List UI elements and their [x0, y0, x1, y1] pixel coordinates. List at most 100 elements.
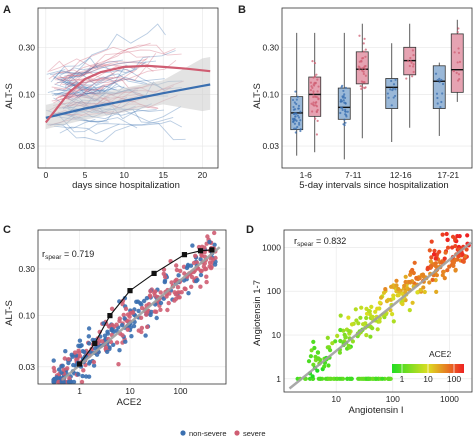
panel-c-xtick: 100 [173, 386, 187, 396]
panel-d-frame [283, 229, 473, 393]
scatter-point [315, 368, 320, 373]
box-jitter-point [358, 34, 361, 37]
scatter-point-severe [193, 253, 198, 258]
panel-d-ytick: 10 [272, 330, 282, 340]
scatter-point-severe [81, 368, 86, 373]
scatter-point-non-severe [51, 379, 57, 385]
box-jitter-point [409, 60, 412, 63]
scatter-point [407, 308, 412, 313]
scatter-point [460, 252, 465, 257]
scatter-point [308, 354, 313, 359]
scatter-point-severe [110, 322, 115, 328]
trajectory-line [59, 61, 147, 77]
box-jitter-point [312, 95, 315, 99]
scatter-point [389, 284, 394, 289]
box-jitter-point [317, 85, 320, 88]
binned-median-marker [92, 340, 98, 346]
colorbar-tick: 1 [400, 374, 405, 384]
trajectory-line [48, 49, 182, 80]
scatter-point-severe [72, 350, 78, 355]
box-jitter-point [456, 79, 460, 82]
scatter-point-non-severe [119, 323, 125, 328]
panel-c-ytick: 0.03 [18, 362, 35, 372]
scatter-point-severe [169, 280, 174, 285]
box-jitter-point [293, 101, 296, 104]
box-jitter-point [412, 63, 415, 66]
box-jitter-point [358, 68, 361, 71]
scatter-point [422, 289, 427, 295]
legend: non-severe severe [180, 429, 266, 438]
box-jitter-point [364, 55, 367, 58]
panel-a-xlabel: days since hospitalization [72, 180, 180, 191]
box-jitter-point [293, 122, 297, 125]
scatter-point-severe [139, 325, 145, 331]
scatter-point [447, 264, 452, 269]
trajectory-line [68, 81, 104, 91]
box-jitter-point [392, 83, 396, 86]
scatter-point [370, 314, 375, 319]
scatter-point [375, 327, 380, 332]
scatter-point [453, 257, 458, 262]
scatter-point [312, 345, 317, 351]
box-jitter-point [312, 101, 315, 104]
panel-a-ylabel: ALT-S [4, 83, 15, 109]
binned-median-marker [76, 361, 83, 367]
scatter-point-non-severe [76, 372, 81, 377]
scatter-point-non-severe [144, 296, 150, 301]
box-jitter-point [408, 64, 411, 68]
panel-a-ytick: 0.30 [18, 42, 35, 52]
trajectory-line [57, 52, 157, 97]
scatter-point-non-severe [143, 333, 148, 338]
scatter-point-severe [202, 245, 207, 250]
scatter-point-severe [204, 274, 209, 279]
box-non-severe [385, 78, 399, 109]
scatter-point-non-severe [131, 323, 137, 329]
legend-label-non-severe: non-severe [189, 429, 227, 438]
scatter-point-severe [165, 307, 170, 313]
box-jitter-point [436, 79, 439, 82]
scatter-point-severe [139, 329, 144, 335]
panel-b-xtick: 17-21 [437, 170, 459, 180]
scatter-point [445, 268, 450, 273]
box-jitter-point [314, 117, 317, 120]
scatter-point [373, 309, 378, 314]
box-jitter-point [344, 113, 347, 116]
scatter-point [433, 264, 439, 269]
scatter-point [425, 265, 430, 270]
trajectory-line [56, 77, 100, 82]
box-jitter-point [298, 123, 301, 126]
box-jitter-point [361, 80, 364, 84]
box-jitter-point [364, 48, 367, 51]
panel-a-xtick: 0 [43, 170, 48, 180]
panel-b: B ALT-S 5-day intervals since hospitaliz… [238, 4, 473, 191]
box-jitter-point [438, 80, 441, 84]
panel-d-ylabel: Angiotensin 1-7 [252, 280, 263, 346]
panel-c-xlabel: ACE2 [117, 397, 142, 408]
scatter-point-severe [79, 379, 85, 385]
colorbar-title: ACE2 [429, 349, 451, 359]
box-jitter-point [315, 73, 318, 76]
scatter-point-severe [103, 345, 109, 350]
scatter-point-severe [199, 253, 204, 258]
trajectory-line [57, 62, 99, 81]
scatter-point-severe [76, 348, 81, 353]
box-jitter-point [299, 128, 302, 131]
box-jitter-point [343, 118, 346, 121]
scatter-point [370, 326, 375, 331]
scatter-point-severe [152, 290, 157, 296]
scatter-point-non-severe [56, 367, 62, 372]
trajectory-line [59, 72, 92, 86]
scatter-point-non-severe [77, 338, 83, 343]
box-jitter-point [439, 105, 442, 109]
box-jitter-point [296, 125, 299, 129]
box-jitter-point [313, 61, 317, 65]
box-jitter-point [412, 54, 415, 57]
scatter-point-severe [158, 290, 163, 295]
scatter-point [364, 333, 369, 338]
panel-b-ytick: 0.30 [262, 42, 279, 52]
scatter-point [366, 376, 372, 381]
trajectory-line [58, 69, 83, 75]
box-jitter-point [313, 75, 317, 78]
scatter-point-severe [207, 264, 212, 269]
trajectory-line [51, 75, 124, 102]
